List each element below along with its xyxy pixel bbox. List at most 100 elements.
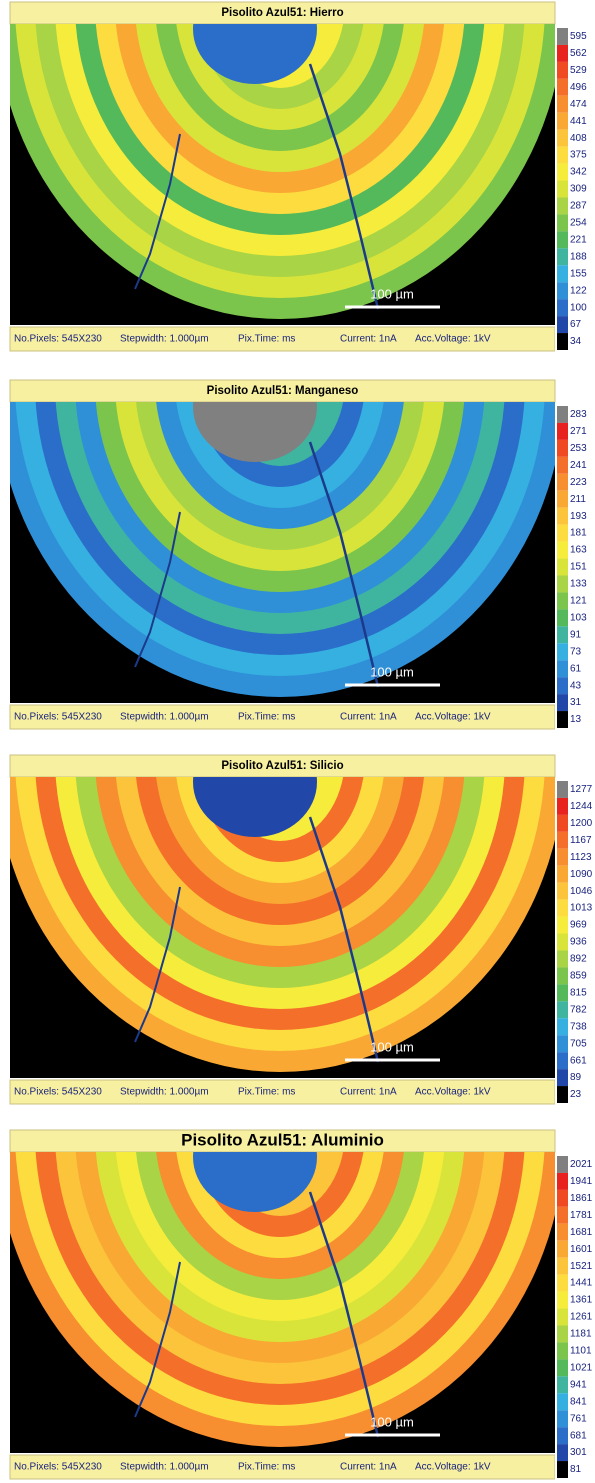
scale-label: 211 <box>570 494 586 505</box>
scale-swatch <box>557 781 568 798</box>
scale-swatch <box>557 711 568 728</box>
scale-label: 1181 <box>570 1329 592 1340</box>
scale-label: 342 <box>570 167 587 178</box>
scale-label: 43 <box>570 680 582 691</box>
page: Pisolito Azul51: Hierro100 µmNo.Pixels: … <box>0 0 595 1483</box>
scale-label: 1046 <box>570 886 593 897</box>
scale-label: 133 <box>570 579 587 590</box>
scale-label: 23 <box>570 1089 582 1100</box>
scale-label: 892 <box>570 954 587 965</box>
scale-label: 100 <box>570 302 587 313</box>
scale-label: 253 <box>570 443 587 454</box>
scale-label: 73 <box>570 646 582 657</box>
scale-label: 375 <box>570 150 587 161</box>
scale-label: 441 <box>570 116 587 127</box>
scale-label: 969 <box>570 920 587 931</box>
scale-swatch <box>557 1001 568 1018</box>
scale-swatch <box>557 491 568 508</box>
scale-label: 155 <box>570 268 587 279</box>
footer-text: No.Pixels: 545X230 <box>14 712 102 723</box>
scale-swatch <box>557 900 568 917</box>
scale-swatch <box>557 626 568 643</box>
scale-bar-label: 100 µm <box>370 286 414 301</box>
scale-label: 163 <box>570 545 587 556</box>
scale-swatch <box>557 950 568 967</box>
footer-text: Acc.Voltage: 1kV <box>415 1462 491 1473</box>
scale-label: 181 <box>570 528 587 539</box>
scale-swatch <box>557 1275 568 1292</box>
footer-text: No.Pixels: 545X230 <box>14 1462 102 1473</box>
footer-text: No.Pixels: 545X230 <box>14 1087 102 1098</box>
scale-swatch <box>557 231 568 248</box>
scale-swatch <box>557 1444 568 1461</box>
scale-swatch <box>557 1224 568 1241</box>
scale-swatch <box>557 79 568 96</box>
scale-swatch <box>557 197 568 214</box>
scale-swatch <box>557 575 568 592</box>
scale-swatch <box>557 798 568 815</box>
scale-swatch <box>557 1207 568 1224</box>
scale-swatch <box>557 1359 568 1376</box>
scale-label: 13 <box>570 714 582 725</box>
scale-label: 309 <box>570 184 587 195</box>
scale-swatch <box>557 474 568 491</box>
scale-label: 1101 <box>570 1346 592 1357</box>
footer-text: Pix.Time: ms <box>238 712 295 723</box>
scale-swatch <box>557 113 568 130</box>
scale-label: 254 <box>570 218 587 229</box>
scale-swatch <box>557 1258 568 1275</box>
scale-label: 936 <box>570 937 587 948</box>
scale-label: 562 <box>570 48 587 59</box>
scale-swatch <box>557 1052 568 1069</box>
scale-label: 681 <box>570 1430 587 1441</box>
scale-label: 1244 <box>570 801 593 812</box>
scale-swatch <box>557 934 568 951</box>
scale-label: 1781 <box>570 1210 593 1221</box>
figure: Pisolito Azul51: Hierro100 µmNo.Pixels: … <box>0 0 595 1483</box>
scale-swatch <box>557 1086 568 1103</box>
scale-label: 61 <box>570 663 582 674</box>
footer-text: Acc.Voltage: 1kV <box>415 1087 491 1098</box>
scale-swatch <box>557 1173 568 1190</box>
scale-swatch <box>557 508 568 525</box>
scale-swatch <box>557 1309 568 1326</box>
footer-text: Current: 1nA <box>340 712 397 723</box>
scale-swatch <box>557 1410 568 1427</box>
scale-label: 89 <box>570 1072 582 1083</box>
scale-swatch <box>557 866 568 883</box>
panel-title: Pisolito Azul51: Silicio <box>221 760 343 772</box>
scale-label: 738 <box>570 1021 587 1032</box>
scale-swatch <box>557 832 568 849</box>
scale-label: 661 <box>570 1055 587 1066</box>
scale-label: 859 <box>570 971 587 982</box>
scale-label: 1021 <box>570 1362 593 1373</box>
scale-swatch <box>557 525 568 542</box>
scale-label: 496 <box>570 82 587 93</box>
scale-swatch <box>557 1156 568 1173</box>
scale-label: 1601 <box>570 1244 593 1255</box>
scale-swatch <box>557 1018 568 1035</box>
nucleus <box>193 727 317 837</box>
scale-label: 1277 <box>570 784 593 795</box>
scale-label: 223 <box>570 477 587 488</box>
scale-label: 1261 <box>570 1312 593 1323</box>
panel-title: Pisolito Azul51: Aluminio <box>181 1130 384 1149</box>
scale-label: 1441 <box>570 1278 593 1289</box>
footer-text: Stepwidth: 1.000µm <box>120 1087 209 1098</box>
scale-label: 1521 <box>570 1261 593 1272</box>
scale-label: 595 <box>570 31 587 42</box>
element-map <box>0 0 565 325</box>
footer-text: Current: 1nA <box>340 334 397 345</box>
footer-text: Pix.Time: ms <box>238 334 295 345</box>
panel-title: Pisolito Azul51: Manganeso <box>207 385 359 397</box>
scale-swatch <box>557 609 568 626</box>
scale-label: 287 <box>570 201 587 212</box>
scale-swatch <box>557 967 568 984</box>
scale-label: 815 <box>570 987 587 998</box>
scale-swatch <box>557 28 568 45</box>
scale-swatch <box>557 542 568 559</box>
scale-swatch <box>557 1241 568 1258</box>
scale-swatch <box>557 1376 568 1393</box>
scale-swatch <box>557 248 568 265</box>
footer-text: Stepwidth: 1.000µm <box>120 334 209 345</box>
